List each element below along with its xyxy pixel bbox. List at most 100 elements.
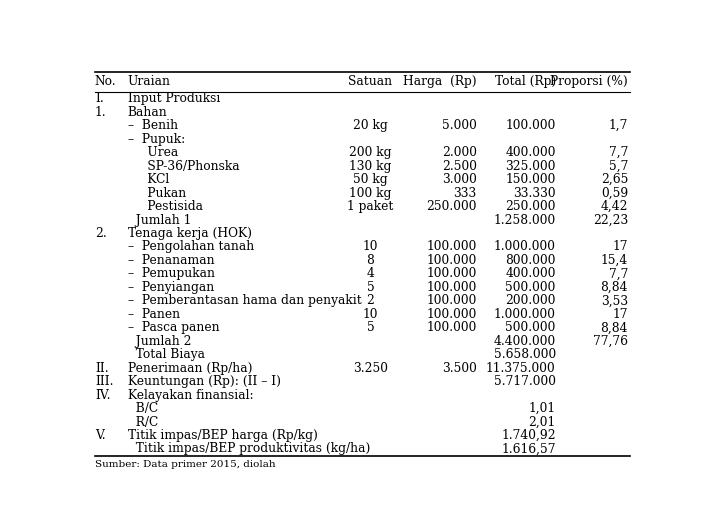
Text: 8,84: 8,84 [600, 281, 628, 294]
Text: 1,01: 1,01 [529, 402, 556, 415]
Text: 3,53: 3,53 [601, 295, 628, 307]
Text: 250.000: 250.000 [426, 200, 477, 213]
Text: –  Benih: – Benih [128, 119, 178, 132]
Text: –  Pemberantasan hama dan penyakit: – Pemberantasan hama dan penyakit [128, 295, 361, 307]
Text: Uraian: Uraian [128, 76, 171, 88]
Text: 3.000: 3.000 [442, 173, 477, 186]
Text: 5: 5 [367, 321, 375, 334]
Text: I.: I. [95, 92, 104, 105]
Text: Penerimaan (Rp/ha): Penerimaan (Rp/ha) [128, 361, 252, 375]
Text: 100.000: 100.000 [426, 267, 477, 280]
Text: 400.000: 400.000 [506, 146, 556, 159]
Text: –  Penanaman: – Penanaman [128, 254, 214, 267]
Text: 22,23: 22,23 [593, 213, 628, 227]
Text: Pukan: Pukan [128, 187, 186, 200]
Text: 15,4: 15,4 [601, 254, 628, 267]
Text: No.: No. [95, 76, 117, 88]
Text: 100.000: 100.000 [426, 254, 477, 267]
Text: 500.000: 500.000 [506, 321, 556, 334]
Text: SP-36/Phonska: SP-36/Phonska [128, 160, 240, 173]
Text: Keuntungan (Rp): (II – I): Keuntungan (Rp): (II – I) [128, 375, 281, 388]
Text: III.: III. [95, 375, 113, 388]
Text: –  Pasca panen: – Pasca panen [128, 321, 219, 334]
Text: 325.000: 325.000 [506, 160, 556, 173]
Text: Titik impas/BEP produktivitas (kg/ha): Titik impas/BEP produktivitas (kg/ha) [128, 443, 370, 455]
Text: 0,59: 0,59 [601, 187, 628, 200]
Text: Bahan: Bahan [128, 106, 168, 119]
Text: 5.717.000: 5.717.000 [493, 375, 556, 388]
Text: 5: 5 [367, 281, 375, 294]
Text: Satuan: Satuan [349, 76, 392, 88]
Text: 8: 8 [367, 254, 375, 267]
Text: 1,7: 1,7 [609, 119, 628, 132]
Text: 4: 4 [367, 267, 375, 280]
Text: –  Penyiangan: – Penyiangan [128, 281, 214, 294]
Text: 1.258.000: 1.258.000 [493, 213, 556, 227]
Text: Input Produksi: Input Produksi [128, 92, 220, 105]
Text: –  Pemupukan: – Pemupukan [128, 267, 215, 280]
Text: 2: 2 [367, 295, 375, 307]
Text: II.: II. [95, 361, 109, 375]
Text: 1 paket: 1 paket [347, 200, 394, 213]
Text: 10: 10 [363, 240, 378, 254]
Text: 2,01: 2,01 [529, 416, 556, 428]
Text: Sumber: Data primer 2015, diolah: Sumber: Data primer 2015, diolah [95, 460, 276, 469]
Text: 8,84: 8,84 [600, 321, 628, 334]
Text: 1.000.000: 1.000.000 [493, 308, 556, 321]
Text: Tenaga kerja (HOK): Tenaga kerja (HOK) [128, 227, 252, 240]
Text: IV.: IV. [95, 388, 110, 402]
Text: 20 kg: 20 kg [354, 119, 388, 132]
Text: Jumlah 2: Jumlah 2 [128, 335, 192, 348]
Text: 100.000: 100.000 [426, 240, 477, 254]
Text: 130 kg: 130 kg [349, 160, 392, 173]
Text: 33.330: 33.330 [513, 187, 556, 200]
Text: –  Pengolahan tanah: – Pengolahan tanah [128, 240, 254, 254]
Text: R/C: R/C [128, 416, 158, 428]
Text: 100.000: 100.000 [426, 308, 477, 321]
Text: –  Pupuk:: – Pupuk: [128, 133, 185, 146]
Text: 100.000: 100.000 [426, 321, 477, 334]
Text: 500.000: 500.000 [506, 281, 556, 294]
Text: B/C: B/C [128, 402, 158, 415]
Text: 17: 17 [612, 240, 628, 254]
Text: 1.740,92: 1.740,92 [501, 429, 556, 442]
Text: 100.000: 100.000 [426, 295, 477, 307]
Text: Urea: Urea [128, 146, 178, 159]
Text: Pestisida: Pestisida [128, 200, 203, 213]
Text: Titik impas/BEP harga (Rp/kg): Titik impas/BEP harga (Rp/kg) [128, 429, 317, 442]
Text: 50 kg: 50 kg [354, 173, 388, 186]
Text: 200 kg: 200 kg [349, 146, 392, 159]
Text: 1.616,57: 1.616,57 [501, 443, 556, 455]
Text: 100.000: 100.000 [426, 281, 477, 294]
Text: Total (Rp): Total (Rp) [494, 76, 556, 88]
Text: Jumlah 1: Jumlah 1 [128, 213, 191, 227]
Text: 5.000: 5.000 [442, 119, 477, 132]
Text: 11.375.000: 11.375.000 [486, 361, 556, 375]
Text: 150.000: 150.000 [506, 173, 556, 186]
Text: 2.000: 2.000 [442, 146, 477, 159]
Text: 10: 10 [363, 308, 378, 321]
Text: 100.000: 100.000 [506, 119, 556, 132]
Text: 17: 17 [612, 308, 628, 321]
Text: 2.: 2. [95, 227, 107, 240]
Text: 1.: 1. [95, 106, 107, 119]
Text: 800.000: 800.000 [506, 254, 556, 267]
Text: 5.658.000: 5.658.000 [493, 348, 556, 361]
Text: Total Biaya: Total Biaya [128, 348, 205, 361]
Text: Proporsi (%): Proporsi (%) [550, 76, 628, 88]
Text: V.: V. [95, 429, 105, 442]
Text: 2,65: 2,65 [601, 173, 628, 186]
Text: 333: 333 [454, 187, 477, 200]
Text: 400.000: 400.000 [506, 267, 556, 280]
Text: 4,42: 4,42 [600, 200, 628, 213]
Text: Kelayakan finansial:: Kelayakan finansial: [128, 388, 253, 402]
Text: 200.000: 200.000 [506, 295, 556, 307]
Text: 4.400.000: 4.400.000 [493, 335, 556, 348]
Text: KCl: KCl [128, 173, 169, 186]
Text: 7,7: 7,7 [609, 267, 628, 280]
Text: 100 kg: 100 kg [349, 187, 392, 200]
Text: 77,76: 77,76 [593, 335, 628, 348]
Text: 250.000: 250.000 [506, 200, 556, 213]
Text: 7,7: 7,7 [609, 146, 628, 159]
Text: 2.500: 2.500 [442, 160, 477, 173]
